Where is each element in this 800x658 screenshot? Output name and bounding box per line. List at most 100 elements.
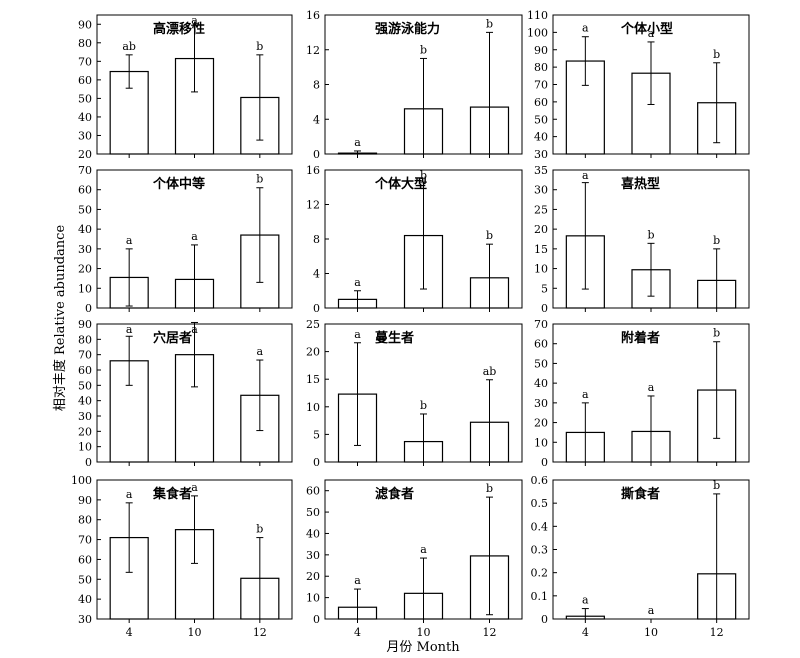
panel-title: 喜热型 <box>621 176 660 192</box>
y-tick-label: 15 <box>306 373 320 386</box>
significance-letter: a <box>648 381 655 394</box>
y-tick-label: 30 <box>534 184 548 197</box>
panel-title: 附着者 <box>621 330 660 346</box>
significance-letter: a <box>354 136 361 149</box>
panel-title: 撕食者 <box>621 486 660 502</box>
significance-letter: ab <box>483 365 497 378</box>
y-tick-label: 50 <box>306 506 320 519</box>
panel-11: 0 10 20 30 40 50 60 4 10 12 a a b 滤食者 <box>306 479 523 639</box>
y-tick-label: 0 <box>541 456 548 469</box>
significance-letter: a <box>191 481 198 494</box>
significance-letter: b <box>420 169 427 182</box>
panel-title: 个体大型 <box>374 176 427 192</box>
x-axis-title: 月份 Month <box>386 640 460 655</box>
y-tick-label: 10 <box>534 263 548 276</box>
y-tick-label: 30 <box>534 397 548 410</box>
panel-4: 0 10 20 30 40 50 60 70 a a b 个体中等 <box>78 164 293 315</box>
y-tick-label: 40 <box>78 593 92 606</box>
y-tick-label: 60 <box>534 338 548 351</box>
y-tick-label: 12 <box>306 44 320 57</box>
y-tick-label: 80 <box>78 333 92 346</box>
y-tick-label: 0 <box>313 613 320 626</box>
significance-letter: b <box>713 327 720 340</box>
y-tick-label: 80 <box>78 37 92 50</box>
significance-letter: a <box>582 594 589 607</box>
y-axis-title: 相对丰度 Relative abundance <box>52 225 68 412</box>
x-tick-label: 12 <box>253 626 267 639</box>
y-tick-label: 60 <box>78 74 92 87</box>
significance-letter: a <box>582 22 589 35</box>
significance-letter: a <box>191 230 198 243</box>
y-tick-label: 60 <box>534 96 548 109</box>
y-tick-label: 50 <box>78 92 92 105</box>
significance-letter: a <box>648 604 655 617</box>
x-tick-label: 4 <box>354 626 361 639</box>
significance-letter: b <box>647 228 654 241</box>
panel-6: 0 5 10 15 20 25 30 35 a b b 喜热型 <box>534 164 750 315</box>
y-tick-label: 0 <box>85 302 92 315</box>
significance-letter: b <box>256 40 263 53</box>
y-tick-label: 20 <box>306 570 320 583</box>
y-tick-label: 0 <box>541 302 548 315</box>
y-tick-label: 20 <box>78 148 92 161</box>
panel-title: 蔓生者 <box>375 330 414 346</box>
y-tick-label: 5 <box>541 282 548 295</box>
y-tick-label: 110 <box>527 9 548 22</box>
y-tick-label: 90 <box>78 494 92 507</box>
significance-letter: b <box>713 479 720 492</box>
y-tick-label: 50 <box>78 203 92 216</box>
y-tick-label: 50 <box>534 357 548 370</box>
y-tick-label: 70 <box>534 318 548 331</box>
y-tick-label: 0.4 <box>531 520 549 533</box>
panel-title: 穴居者 <box>153 330 192 346</box>
y-tick-label: 0 <box>313 456 320 469</box>
panel-3: 30 40 50 60 70 80 90 100 110 a a b 个体小型 <box>527 9 750 161</box>
y-tick-label: 20 <box>78 425 92 438</box>
y-tick-label: 40 <box>78 111 92 124</box>
x-tick-label: 4 <box>126 626 133 639</box>
y-tick-label: 0 <box>313 148 320 161</box>
x-tick-label: 10 <box>188 626 202 639</box>
y-tick-label: 70 <box>78 55 92 68</box>
y-tick-label: 10 <box>306 592 320 605</box>
significance-letter: a <box>126 488 133 501</box>
y-tick-label: 15 <box>534 243 548 256</box>
y-tick-label: 40 <box>306 527 320 540</box>
y-tick-label: 20 <box>306 346 320 359</box>
y-tick-label: 35 <box>534 164 548 177</box>
y-tick-label: 50 <box>78 573 92 586</box>
y-tick-label: 70 <box>78 164 92 177</box>
y-tick-label: 30 <box>78 410 92 423</box>
significance-letter: b <box>256 523 263 536</box>
y-tick-label: 8 <box>313 233 320 246</box>
y-tick-label: 0.1 <box>531 590 549 603</box>
significance-letter: b <box>256 173 263 186</box>
y-tick-label: 90 <box>78 318 92 331</box>
y-tick-label: 60 <box>78 553 92 566</box>
y-tick-label: 0 <box>541 613 548 626</box>
y-tick-label: 16 <box>306 9 320 22</box>
x-tick-label: 10 <box>417 626 431 639</box>
significance-letter: b <box>486 482 493 495</box>
y-tick-label: 20 <box>534 417 548 430</box>
x-tick-label: 4 <box>582 626 589 639</box>
y-tick-label: 12 <box>306 199 320 212</box>
y-tick-label: 30 <box>534 148 548 161</box>
panel-title: 强游泳能力 <box>375 21 440 37</box>
y-tick-label: 16 <box>306 164 320 177</box>
significance-letter: a <box>354 574 361 587</box>
significance-letter: a <box>191 14 198 27</box>
y-tick-label: 80 <box>534 61 548 74</box>
y-tick-label: 0.2 <box>531 567 549 580</box>
significance-letter: b <box>713 48 720 61</box>
y-tick-label: 20 <box>78 263 92 276</box>
y-tick-label: 60 <box>306 485 320 498</box>
significance-letter: a <box>126 323 133 336</box>
panel-title: 滤食者 <box>375 486 414 502</box>
y-tick-label: 60 <box>78 364 92 377</box>
significance-letter: a <box>126 234 133 247</box>
y-tick-label: 70 <box>534 79 548 92</box>
